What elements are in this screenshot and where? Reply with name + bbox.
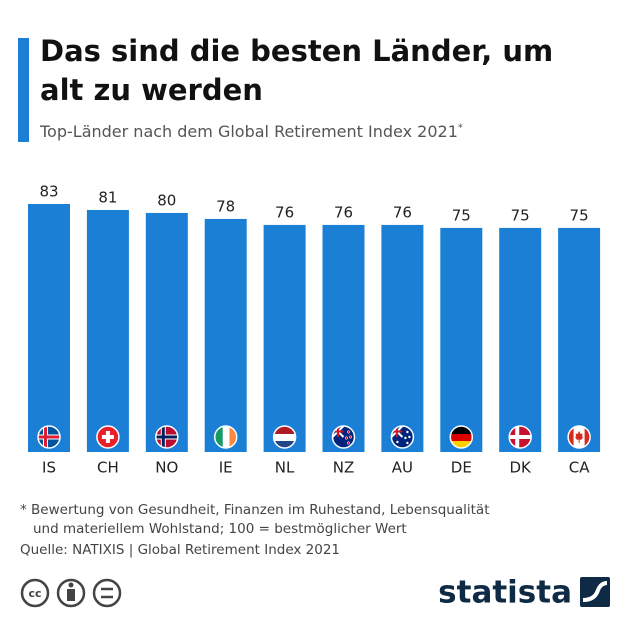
value-label: 81 [98,188,117,206]
flag-ring [508,425,532,449]
f [406,430,409,434]
flag-ring [331,425,356,449]
brand: statista [438,575,572,611]
flag-ring [37,425,61,449]
f [450,441,473,448]
f [406,441,409,445]
f [101,435,114,439]
flag [155,426,178,448]
value-label: 76 [393,203,412,221]
bar [145,212,188,452]
x-tick-label: IS [42,459,56,477]
flag-ring [390,425,415,449]
value-label: 76 [334,203,353,221]
svg-text:cc: cc [28,587,41,600]
x-tick-label: IE [219,459,233,477]
f [222,426,230,448]
f [568,426,574,448]
f [509,435,532,439]
value-label: 83 [39,183,58,201]
bar [322,224,365,452]
x-tick-label: CH [97,459,119,477]
x-tick-label: NZ [333,459,355,477]
subtitle-text: Top-Länder nach dem Global Retirement In… [40,122,458,141]
flag-ring [213,425,238,449]
f [38,435,60,439]
f [348,435,353,439]
f [450,426,473,434]
flag [332,426,355,448]
flag-ring [155,425,179,449]
bar [381,224,424,452]
x-tick-label: DK [510,459,533,477]
f [155,435,178,439]
flag [568,426,591,448]
flag-ring [449,425,474,449]
f [404,436,407,440]
flag-ring [96,425,120,449]
bar [558,227,601,452]
f [273,434,296,441]
x-tick-label: DE [451,459,472,477]
flag-ring [567,425,591,449]
bar [263,224,306,452]
flag [214,426,237,448]
x-tick-label: CA [569,459,590,477]
f [273,441,296,448]
f [273,426,296,434]
x-tick-label: NO [155,459,178,477]
footnote: und materiellem Wohlstand; 100 = bestmög… [33,521,407,537]
flag-ring [272,425,297,449]
subtitle: Top-Länder nach dem Global Retirement In… [40,122,463,141]
footnote: * Bewertung von Gesundheit, Finanzen im … [20,502,490,518]
value-label: 78 [216,197,235,215]
f [346,430,351,434]
flag [509,426,532,448]
f [346,441,351,445]
flag [96,426,119,448]
cc-icons: cc [20,578,122,608]
bar [86,209,129,452]
flag [38,426,60,448]
value-label: 75 [452,206,471,224]
x-tick-label: AU [392,459,413,477]
f [214,426,223,448]
chart-title: Das sind die besten Länder, um alt zu we… [40,34,554,107]
flag [450,426,473,448]
flag [391,426,414,448]
f [574,431,584,443]
bar [204,218,247,452]
accent-bar [18,38,29,142]
f [344,436,349,440]
flag [273,426,296,448]
subtitle-mark: * [457,122,463,134]
brand-icon [580,577,610,607]
value-label: 80 [157,191,176,209]
f [584,426,591,448]
bar [440,227,483,452]
bar [499,227,542,452]
f [229,426,237,448]
value-label: 75 [511,206,530,224]
value-label: 76 [275,203,294,221]
bar [28,204,70,452]
value-label: 75 [570,206,589,224]
source: Quelle: NATIXIS | Global Retirement Inde… [20,542,340,558]
x-tick-label: NL [275,459,295,477]
f [396,440,399,444]
f [408,435,411,439]
f [450,434,473,441]
